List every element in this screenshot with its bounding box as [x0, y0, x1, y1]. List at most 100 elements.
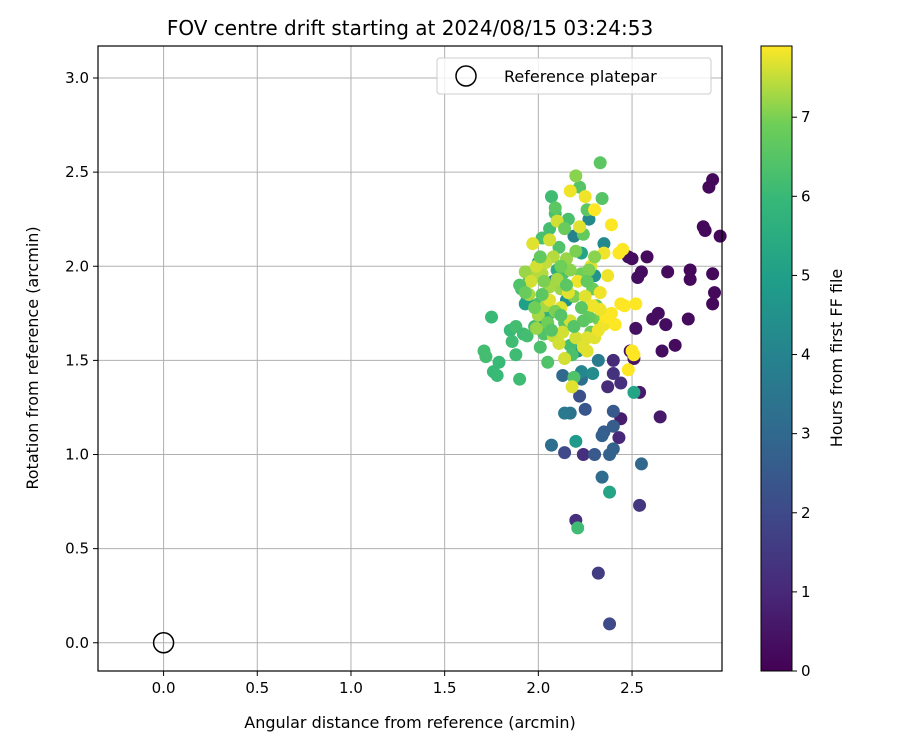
data-point	[659, 318, 673, 332]
data-point	[616, 242, 630, 256]
y-tick-label: 2.0	[65, 257, 89, 275]
data-point	[614, 376, 628, 390]
data-point	[593, 156, 607, 170]
data-point	[629, 297, 643, 311]
data-point	[485, 310, 499, 324]
colorbar-tick-label: 3	[801, 425, 811, 443]
colorbar-tick-label: 1	[801, 583, 811, 601]
data-point	[573, 220, 587, 234]
data-point	[563, 184, 577, 198]
y-tick-label: 0.0	[65, 634, 89, 652]
data-point	[552, 240, 566, 254]
data-point	[681, 312, 695, 326]
y-tick-label: 0.5	[65, 540, 89, 558]
data-point	[595, 429, 609, 443]
data-point	[633, 498, 647, 512]
data-point	[608, 318, 622, 332]
x-tick-label: 1.0	[339, 679, 363, 697]
colorbar	[760, 45, 793, 672]
data-point	[593, 303, 607, 317]
data-point	[706, 267, 720, 281]
data-points	[477, 156, 727, 631]
data-point	[702, 180, 716, 194]
data-point	[601, 269, 615, 283]
data-point	[567, 319, 581, 333]
data-point	[593, 286, 607, 300]
data-point	[574, 301, 588, 315]
data-point	[578, 289, 592, 303]
data-point	[541, 355, 555, 369]
x-axis-ticks: 0.0 0.5 1.0 1.5 2.0 2.5	[152, 671, 644, 697]
x-tick-label: 1.5	[433, 679, 457, 697]
data-point	[708, 286, 722, 300]
data-point	[604, 218, 618, 232]
colorbar-tick-label: 0	[801, 662, 811, 680]
data-point	[513, 372, 527, 386]
data-point	[591, 353, 605, 367]
data-point	[588, 250, 602, 264]
data-point	[683, 263, 697, 277]
data-point	[683, 272, 697, 286]
data-point	[544, 190, 558, 204]
x-axis-label: Angular distance from reference (arcmin)	[244, 713, 575, 732]
colorbar-tick-label: 7	[801, 108, 811, 126]
x-tick-label: 0.5	[245, 679, 269, 697]
data-point	[576, 448, 590, 462]
data-point	[604, 306, 618, 320]
data-point	[537, 274, 551, 288]
data-point	[588, 448, 602, 462]
data-point	[569, 169, 583, 183]
reference-platepar-marker	[152, 632, 175, 654]
colorbar-tick-label: 5	[801, 266, 811, 284]
data-point	[526, 237, 540, 251]
plot-frame	[97, 45, 723, 672]
data-point	[548, 201, 562, 215]
data-point	[634, 457, 648, 471]
data-point	[591, 566, 605, 580]
data-point	[544, 438, 558, 452]
data-point	[606, 442, 620, 456]
colorbar-tick-label: 6	[801, 187, 811, 205]
data-point	[529, 321, 543, 335]
legend-open-circle-marker	[455, 65, 477, 87]
data-point	[586, 367, 600, 381]
data-point	[653, 410, 667, 424]
data-point	[621, 363, 635, 377]
data-point	[606, 353, 620, 367]
data-point	[558, 406, 572, 420]
colorbar-tick-label: 2	[801, 504, 811, 522]
x-tick-label: 0.0	[152, 679, 176, 697]
data-point	[640, 250, 654, 264]
data-point	[565, 380, 579, 394]
data-point	[479, 350, 493, 364]
data-point	[558, 352, 572, 365]
data-point	[612, 431, 626, 445]
data-point	[606, 367, 620, 381]
data-point	[603, 485, 617, 499]
reference-marker	[152, 632, 175, 654]
data-point	[505, 335, 519, 349]
data-point	[627, 385, 641, 399]
colorbar-ticks: 0 1 2 3 4 5 6 7	[792, 108, 811, 680]
data-point	[559, 278, 573, 292]
data-point	[490, 368, 504, 382]
data-point	[606, 419, 620, 433]
data-point	[528, 301, 542, 315]
data-point	[668, 338, 682, 352]
data-point	[569, 331, 583, 345]
data-point	[601, 380, 615, 394]
data-point	[578, 190, 592, 204]
y-tick-label: 1.5	[65, 351, 89, 369]
data-point	[524, 274, 538, 288]
x-tick-label: 2.5	[620, 679, 644, 697]
data-point	[580, 274, 594, 288]
data-point	[533, 250, 547, 264]
data-point	[595, 470, 609, 484]
data-point	[554, 308, 568, 322]
data-point	[556, 325, 570, 339]
data-point	[558, 222, 572, 236]
data-point	[558, 446, 572, 460]
data-point	[582, 263, 596, 277]
